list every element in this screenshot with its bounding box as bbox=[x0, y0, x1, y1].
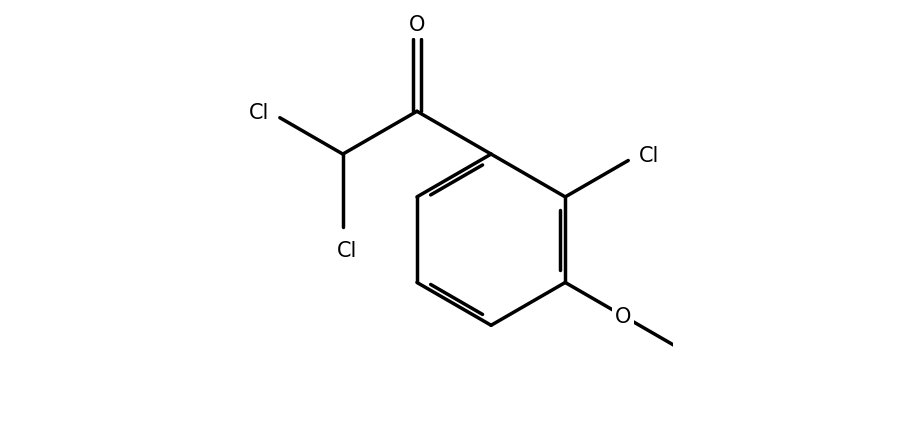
Text: Cl: Cl bbox=[249, 104, 269, 123]
Text: Cl: Cl bbox=[639, 146, 659, 166]
Text: O: O bbox=[409, 15, 425, 35]
Text: Cl: Cl bbox=[337, 241, 357, 261]
Text: O: O bbox=[615, 307, 632, 327]
